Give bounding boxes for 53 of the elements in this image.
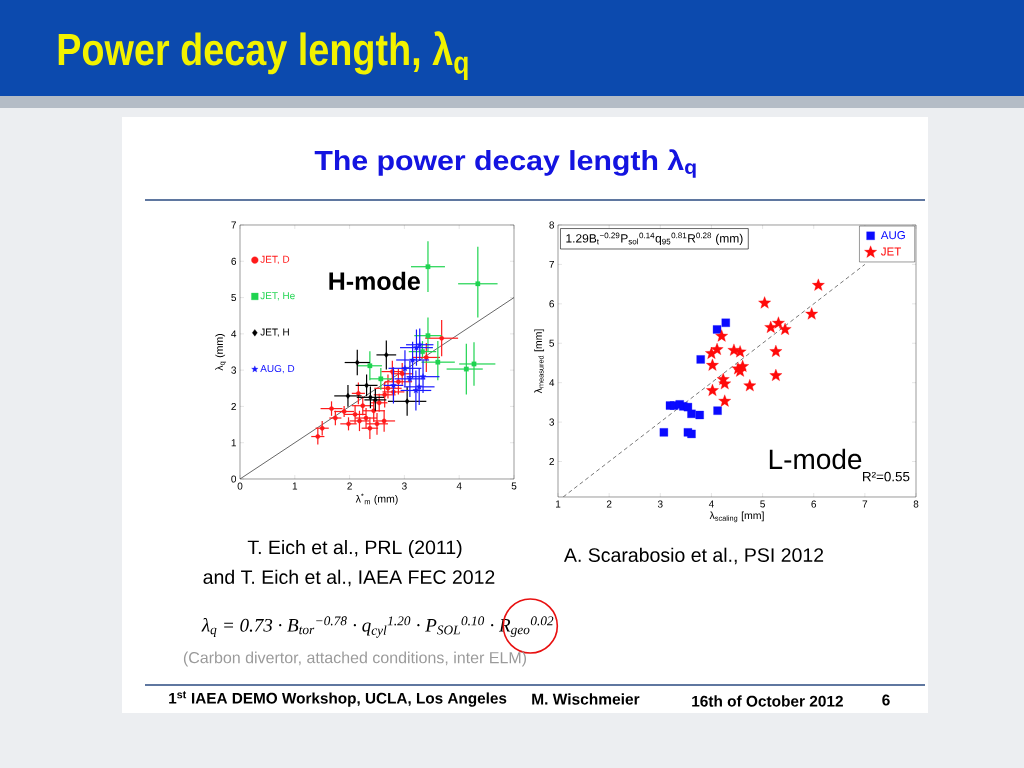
y-tick-label: 6 (231, 257, 237, 265)
y-tick-label: 6 (549, 300, 555, 308)
y-tick-label: 7 (231, 221, 236, 229)
x-tick-label: 7 (862, 500, 868, 508)
text: (Carbon divertor, attached conditions, inter ELM) (183, 651, 527, 667)
y-tick-label: 4 (549, 379, 555, 387)
x-axis-title: λ$_{scaling}$ [mm] (709, 511, 764, 523)
text: and T. Eich et al., IAEA FEC 2012 (203, 569, 495, 587)
x-tick-label: 5 (760, 500, 765, 508)
annotation: R²=0.55 (863, 471, 910, 482)
x-tick-label: 6 (811, 500, 817, 508)
legend-label: JET, H (260, 328, 289, 337)
y-axis-title: λ$_{q}$ (mm) (215, 334, 227, 371)
y-tick-label: 2 (231, 402, 236, 410)
legend-label: AUG (880, 231, 905, 240)
x-tick-label: 5 (511, 482, 517, 490)
y-tick-label: 2 (549, 458, 554, 466)
chart-subtitle: The power decay length λ$_{q}$ (314, 149, 696, 178)
y-tick-label: 7 (549, 260, 554, 268)
x-tick-label: 3 (657, 500, 663, 508)
x-axis-title: λ$^{*}$$_{m}$ (mm) (355, 493, 398, 505)
text: T. Eich et al., PRL (2011) (247, 539, 462, 559)
text: 1$^{st}$ IAEA DEMO Workshop, UCLA, Los Angeles (169, 691, 507, 707)
y-tick-label: 8 (549, 221, 555, 229)
x-tick-label: 4 (708, 500, 714, 508)
text: A. Scarabosio et al., PSI 2012 (563, 547, 824, 565)
y-axis-title: λ$_{measured}$ [mm] (534, 329, 545, 394)
x-tick-label: 0 (237, 482, 243, 490)
x-tick-label: 4 (456, 482, 462, 490)
text: 1.29B$_{t}$$^{−0.29}$P$_{sol}$$^{0.14}$q$_{95}$$^{0.81}$R$^{0.28}$ (mm) (566, 232, 743, 245)
x-tick-label: 1 (292, 482, 298, 490)
legend-label: JET, D (260, 255, 290, 265)
text: 6 (882, 694, 890, 706)
x-tick-label: 2 (606, 500, 612, 508)
x-tick-label: 8 (913, 500, 919, 508)
y-tick-label: 0 (231, 475, 237, 483)
x-tick-label: 1 (556, 500, 561, 508)
legend-label: JET, He (260, 292, 295, 301)
x-tick-label: 2 (347, 482, 352, 490)
chart-title: Power decay length, λ$_{q}$ (58, 31, 468, 80)
y-tick-label: 1 (231, 439, 236, 447)
x-tick-label: 3 (402, 482, 407, 490)
annotation: L-mode (769, 448, 862, 470)
text: 16th of October 2012 (692, 695, 843, 707)
text: M. Wischmeier (532, 693, 640, 705)
y-tick-label: 5 (549, 339, 555, 347)
y-tick-label: 4 (231, 330, 237, 338)
y-tick-label: 3 (549, 418, 555, 426)
y-tick-label: 5 (231, 294, 237, 302)
annotation: H-mode (329, 271, 420, 291)
legend-label: AUG, D (260, 365, 295, 374)
y-tick-label: 3 (231, 366, 237, 374)
legend-label: JET (880, 247, 901, 256)
